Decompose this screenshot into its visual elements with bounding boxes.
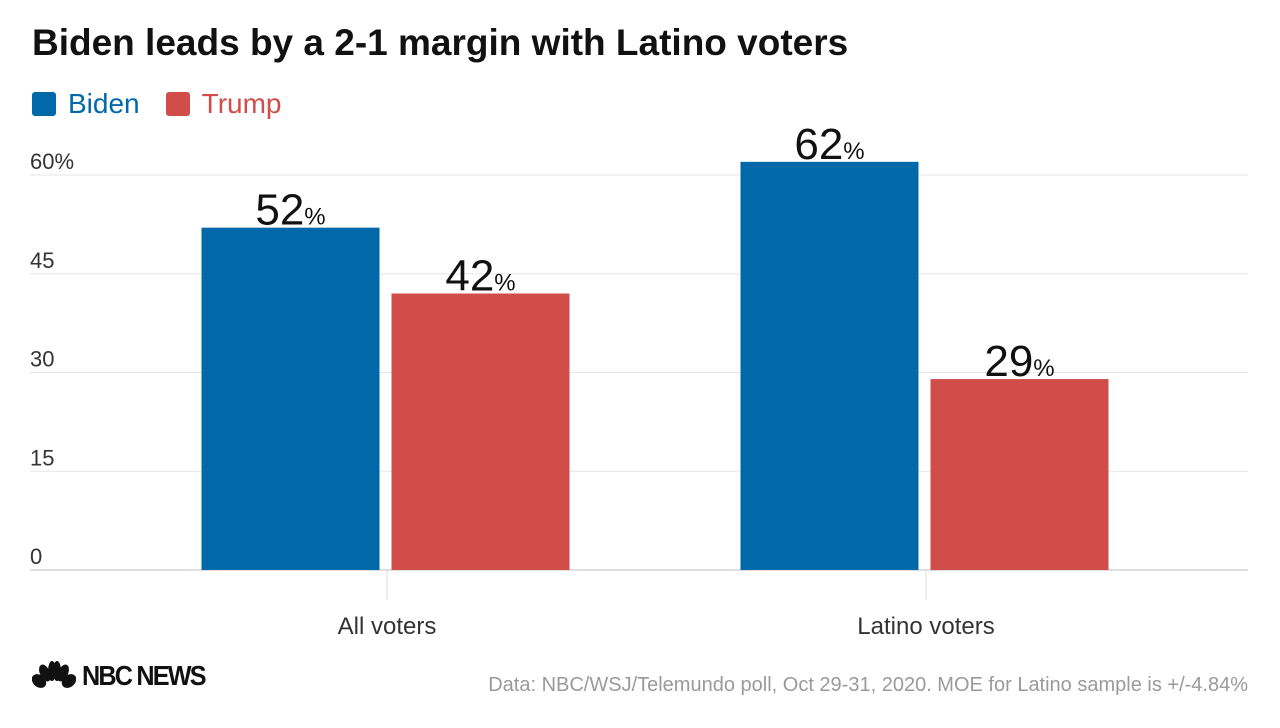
- nbc-news-logo: NBC NEWS: [32, 660, 218, 692]
- legend-swatch-trump: [165, 92, 190, 116]
- bar-biden: [740, 161, 919, 571]
- bar-trump: [391, 293, 570, 570]
- data-label: 42%: [445, 252, 515, 301]
- data-label: 29%: [984, 337, 1054, 386]
- legend-label-biden: Biden: [68, 88, 140, 119]
- y-tick-label: 45: [30, 248, 54, 273]
- legend-label-trump: Trump: [201, 88, 282, 119]
- bar-trump: [930, 379, 1109, 570]
- bar-biden: [201, 227, 380, 570]
- source-note: Data: NBC/WSJ/Telemundo poll, Oct 29-31,…: [488, 674, 1248, 696]
- data-label: 62%: [794, 120, 864, 169]
- legend: Biden Trump: [32, 88, 281, 120]
- legend-item-biden: Biden: [32, 88, 140, 120]
- x-tick-label: All voters: [338, 613, 437, 640]
- y-tick-label: 30: [30, 347, 54, 372]
- legend-swatch-biden: [32, 92, 56, 116]
- y-tick-label: 15: [30, 445, 54, 470]
- data-label: 52%: [255, 186, 325, 235]
- legend-item-trump: Trump: [165, 88, 282, 120]
- logo-text: NBC NEWS: [82, 660, 207, 691]
- chart-title: Biden leads by a 2-1 margin with Latino …: [32, 22, 849, 63]
- peacock-icon: [32, 661, 76, 688]
- y-tick-label: 60%: [30, 149, 74, 174]
- x-tick-label: Latino voters: [857, 613, 994, 640]
- y-tick-label: 0: [30, 544, 42, 569]
